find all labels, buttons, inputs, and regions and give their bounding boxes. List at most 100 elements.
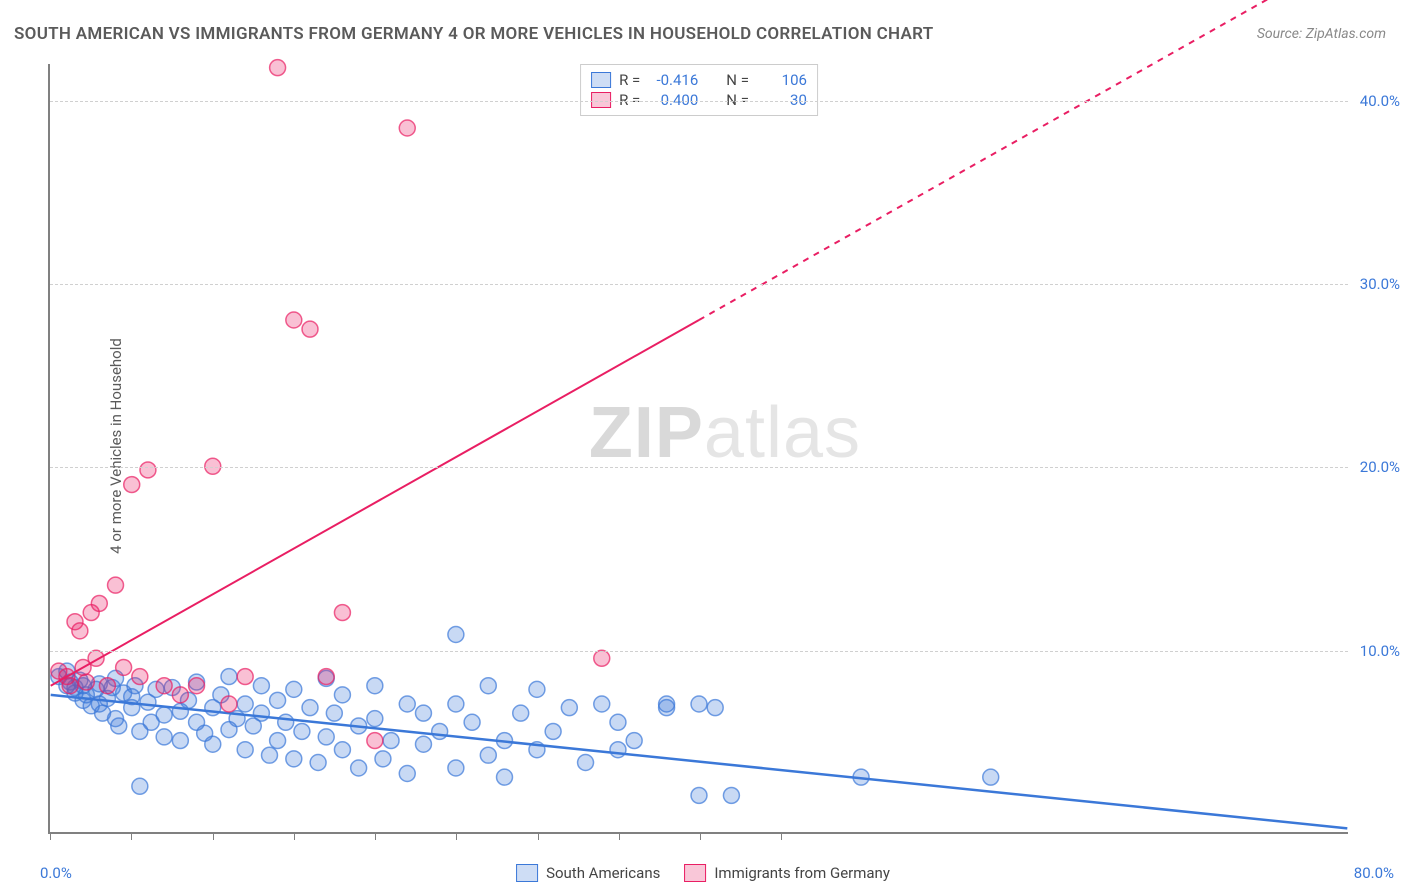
- data-point: [237, 742, 253, 758]
- data-point: [318, 729, 334, 745]
- data-point: [561, 700, 577, 716]
- data-point: [72, 623, 88, 639]
- data-point: [286, 681, 302, 697]
- data-point: [448, 627, 464, 643]
- stats-n-label: N =: [726, 71, 749, 89]
- data-point: [253, 678, 269, 694]
- source-label: Source:: [1257, 26, 1302, 42]
- grid-line: [50, 651, 1348, 652]
- x-tick: [538, 832, 539, 840]
- grid-line: [50, 467, 1348, 468]
- data-point: [237, 696, 253, 712]
- stats-swatch: [591, 72, 611, 88]
- x-tick: [781, 832, 782, 840]
- data-point: [91, 595, 107, 611]
- data-point: [62, 678, 78, 694]
- data-point: [334, 687, 350, 703]
- data-point: [399, 766, 415, 782]
- data-point: [659, 700, 675, 716]
- data-point: [707, 700, 723, 716]
- data-point: [610, 742, 626, 758]
- stats-row: R = -0.416 N = 106: [591, 71, 807, 89]
- x-tick: [456, 832, 457, 840]
- data-point: [448, 696, 464, 712]
- data-point: [351, 760, 367, 776]
- x-tick: [375, 832, 376, 840]
- data-point: [594, 696, 610, 712]
- data-point: [156, 678, 172, 694]
- data-point: [108, 577, 124, 593]
- stats-r-value: -0.416: [648, 71, 698, 89]
- data-point: [723, 787, 739, 803]
- data-point: [415, 736, 431, 752]
- y-tick-label: 30.0%: [1360, 275, 1400, 293]
- data-point: [99, 678, 115, 694]
- y-tick-label: 20.0%: [1360, 458, 1400, 476]
- data-point: [399, 696, 415, 712]
- data-point: [221, 669, 237, 685]
- data-point: [497, 769, 513, 785]
- data-point: [983, 769, 999, 785]
- data-point: [124, 477, 140, 493]
- data-point: [253, 705, 269, 721]
- data-point: [691, 696, 707, 712]
- data-point: [310, 755, 326, 771]
- data-point: [132, 669, 148, 685]
- data-point: [367, 711, 383, 727]
- data-point: [140, 462, 156, 478]
- data-point: [545, 723, 561, 739]
- data-point: [375, 751, 391, 767]
- data-point: [270, 60, 286, 76]
- data-point: [367, 678, 383, 694]
- data-point: [367, 733, 383, 749]
- data-point: [262, 747, 278, 763]
- data-point: [626, 733, 642, 749]
- data-point: [270, 692, 286, 708]
- data-point: [334, 605, 350, 621]
- data-point: [286, 312, 302, 328]
- x-tick: [619, 832, 620, 840]
- data-point: [237, 669, 253, 685]
- data-point: [326, 705, 342, 721]
- y-tick-label: 10.0%: [1360, 642, 1400, 660]
- data-point: [132, 778, 148, 794]
- chart-title: SOUTH AMERICAN VS IMMIGRANTS FROM GERMAN…: [14, 24, 933, 44]
- x-tick: [213, 832, 214, 840]
- legend-label: Immigrants from Germany: [714, 864, 890, 882]
- stats-legend-box: R =-0.416N =106R =0.400N =30: [580, 64, 818, 116]
- data-point: [78, 674, 94, 690]
- stats-r-label: R =: [619, 71, 640, 89]
- data-point: [294, 723, 310, 739]
- regression-line: [51, 695, 1348, 828]
- data-point: [302, 321, 318, 337]
- grid-line: [50, 101, 1348, 102]
- data-point: [205, 458, 221, 474]
- data-point: [172, 687, 188, 703]
- x-max-label: 80.0%: [1354, 864, 1394, 882]
- x-tick: [294, 832, 295, 840]
- plot-svg: [50, 64, 1348, 832]
- regression-line-dashed: [699, 0, 1347, 320]
- grid-line: [50, 284, 1348, 285]
- data-point: [480, 678, 496, 694]
- legend-swatch: [684, 864, 706, 882]
- x-tick: [50, 832, 51, 840]
- bottom-legend: South AmericansImmigrants from Germany: [516, 864, 890, 882]
- plot-area: ZIPatlas R =-0.416N =106R =0.400N =30 10…: [48, 64, 1348, 834]
- legend-item: Immigrants from Germany: [684, 864, 890, 882]
- data-point: [111, 718, 127, 734]
- x-tick: [131, 832, 132, 840]
- x-origin-label: 0.0%: [40, 864, 72, 882]
- data-point: [578, 755, 594, 771]
- data-point: [278, 714, 294, 730]
- y-tick-label: 40.0%: [1360, 92, 1400, 110]
- data-point: [529, 681, 545, 697]
- data-point: [116, 659, 132, 675]
- data-point: [464, 714, 480, 730]
- regression-line: [51, 320, 699, 686]
- data-point: [594, 650, 610, 666]
- data-point: [383, 733, 399, 749]
- data-point: [432, 723, 448, 739]
- stats-n-value: 106: [757, 71, 807, 89]
- data-point: [399, 120, 415, 136]
